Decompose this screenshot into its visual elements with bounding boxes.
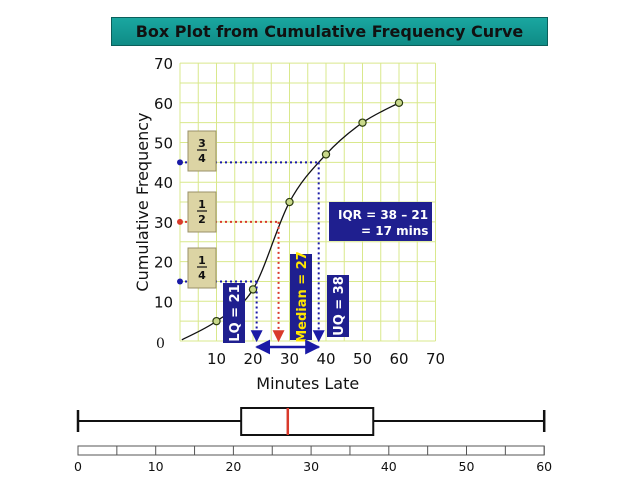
fraction-denominator: 4 <box>198 152 206 165</box>
fraction-tag <box>187 130 217 172</box>
iqr-box <box>329 202 432 241</box>
box-iqr <box>240 407 375 436</box>
data-point <box>358 118 367 127</box>
box-axis-label: 40 <box>381 459 397 474</box>
x-tick-label: 20 <box>243 350 262 368</box>
box-axis-label: 60 <box>536 459 552 474</box>
iqr-text-line-1: IQR = 38 – 21 <box>338 208 428 222</box>
fraction-denominator: 2 <box>198 213 206 226</box>
x-tick-label: 60 <box>389 350 408 368</box>
chart-title: Box Plot from Cumulative Frequency Curve <box>135 22 524 41</box>
fraction-numerator: 1 <box>198 254 206 267</box>
x-tick-label: 40 <box>316 350 335 368</box>
quartile-label-box <box>290 254 312 340</box>
quartile-label: Median = 27 <box>295 251 310 343</box>
fraction-tag <box>187 191 217 233</box>
box-axis-label: 0 <box>74 459 82 474</box>
box-axis-label: 30 <box>303 459 319 474</box>
data-point <box>321 150 331 159</box>
data-point <box>212 316 221 326</box>
y-tick-label: 70 <box>154 55 173 73</box>
y-tick-label: 60 <box>154 95 173 113</box>
y-tick-label: 50 <box>154 135 173 153</box>
chart-title-banner: Box Plot from Cumulative Frequency Curve <box>111 17 548 46</box>
data-point <box>285 197 294 207</box>
quartile-label: LQ = 21 <box>228 284 243 341</box>
box-axis-label: 10 <box>148 459 164 474</box>
y-tick-label: 0 <box>156 336 165 352</box>
box-axis-label: 20 <box>225 459 241 474</box>
y-tick-label: 30 <box>154 214 173 232</box>
data-point <box>394 98 404 108</box>
fraction-numerator: 1 <box>198 198 206 211</box>
fraction-tag <box>187 247 217 289</box>
fraction-denominator: 4 <box>198 269 206 282</box>
x-axis-label: Minutes Late <box>256 374 359 393</box>
iqr-text-line-2: = 17 mins <box>361 224 428 238</box>
x-tick-label: 10 <box>207 350 226 368</box>
quartile-label: UQ = 38 <box>332 276 347 336</box>
x-tick-label: 50 <box>353 350 372 368</box>
fraction-numerator: 3 <box>198 137 206 150</box>
y-tick-label: 40 <box>154 174 173 192</box>
y-tick-label: 20 <box>154 254 173 272</box>
quartile-label-box <box>223 283 245 343</box>
data-point <box>248 285 258 294</box>
x-tick-label: 70 <box>426 350 445 368</box>
y-axis-label: Cumulative Frequency <box>133 113 152 292</box>
box-axis-label: 50 <box>459 459 475 474</box>
x-tick-label: 30 <box>280 350 299 368</box>
y-tick-label: 10 <box>154 293 173 311</box>
quartile-label-box <box>327 275 349 337</box>
